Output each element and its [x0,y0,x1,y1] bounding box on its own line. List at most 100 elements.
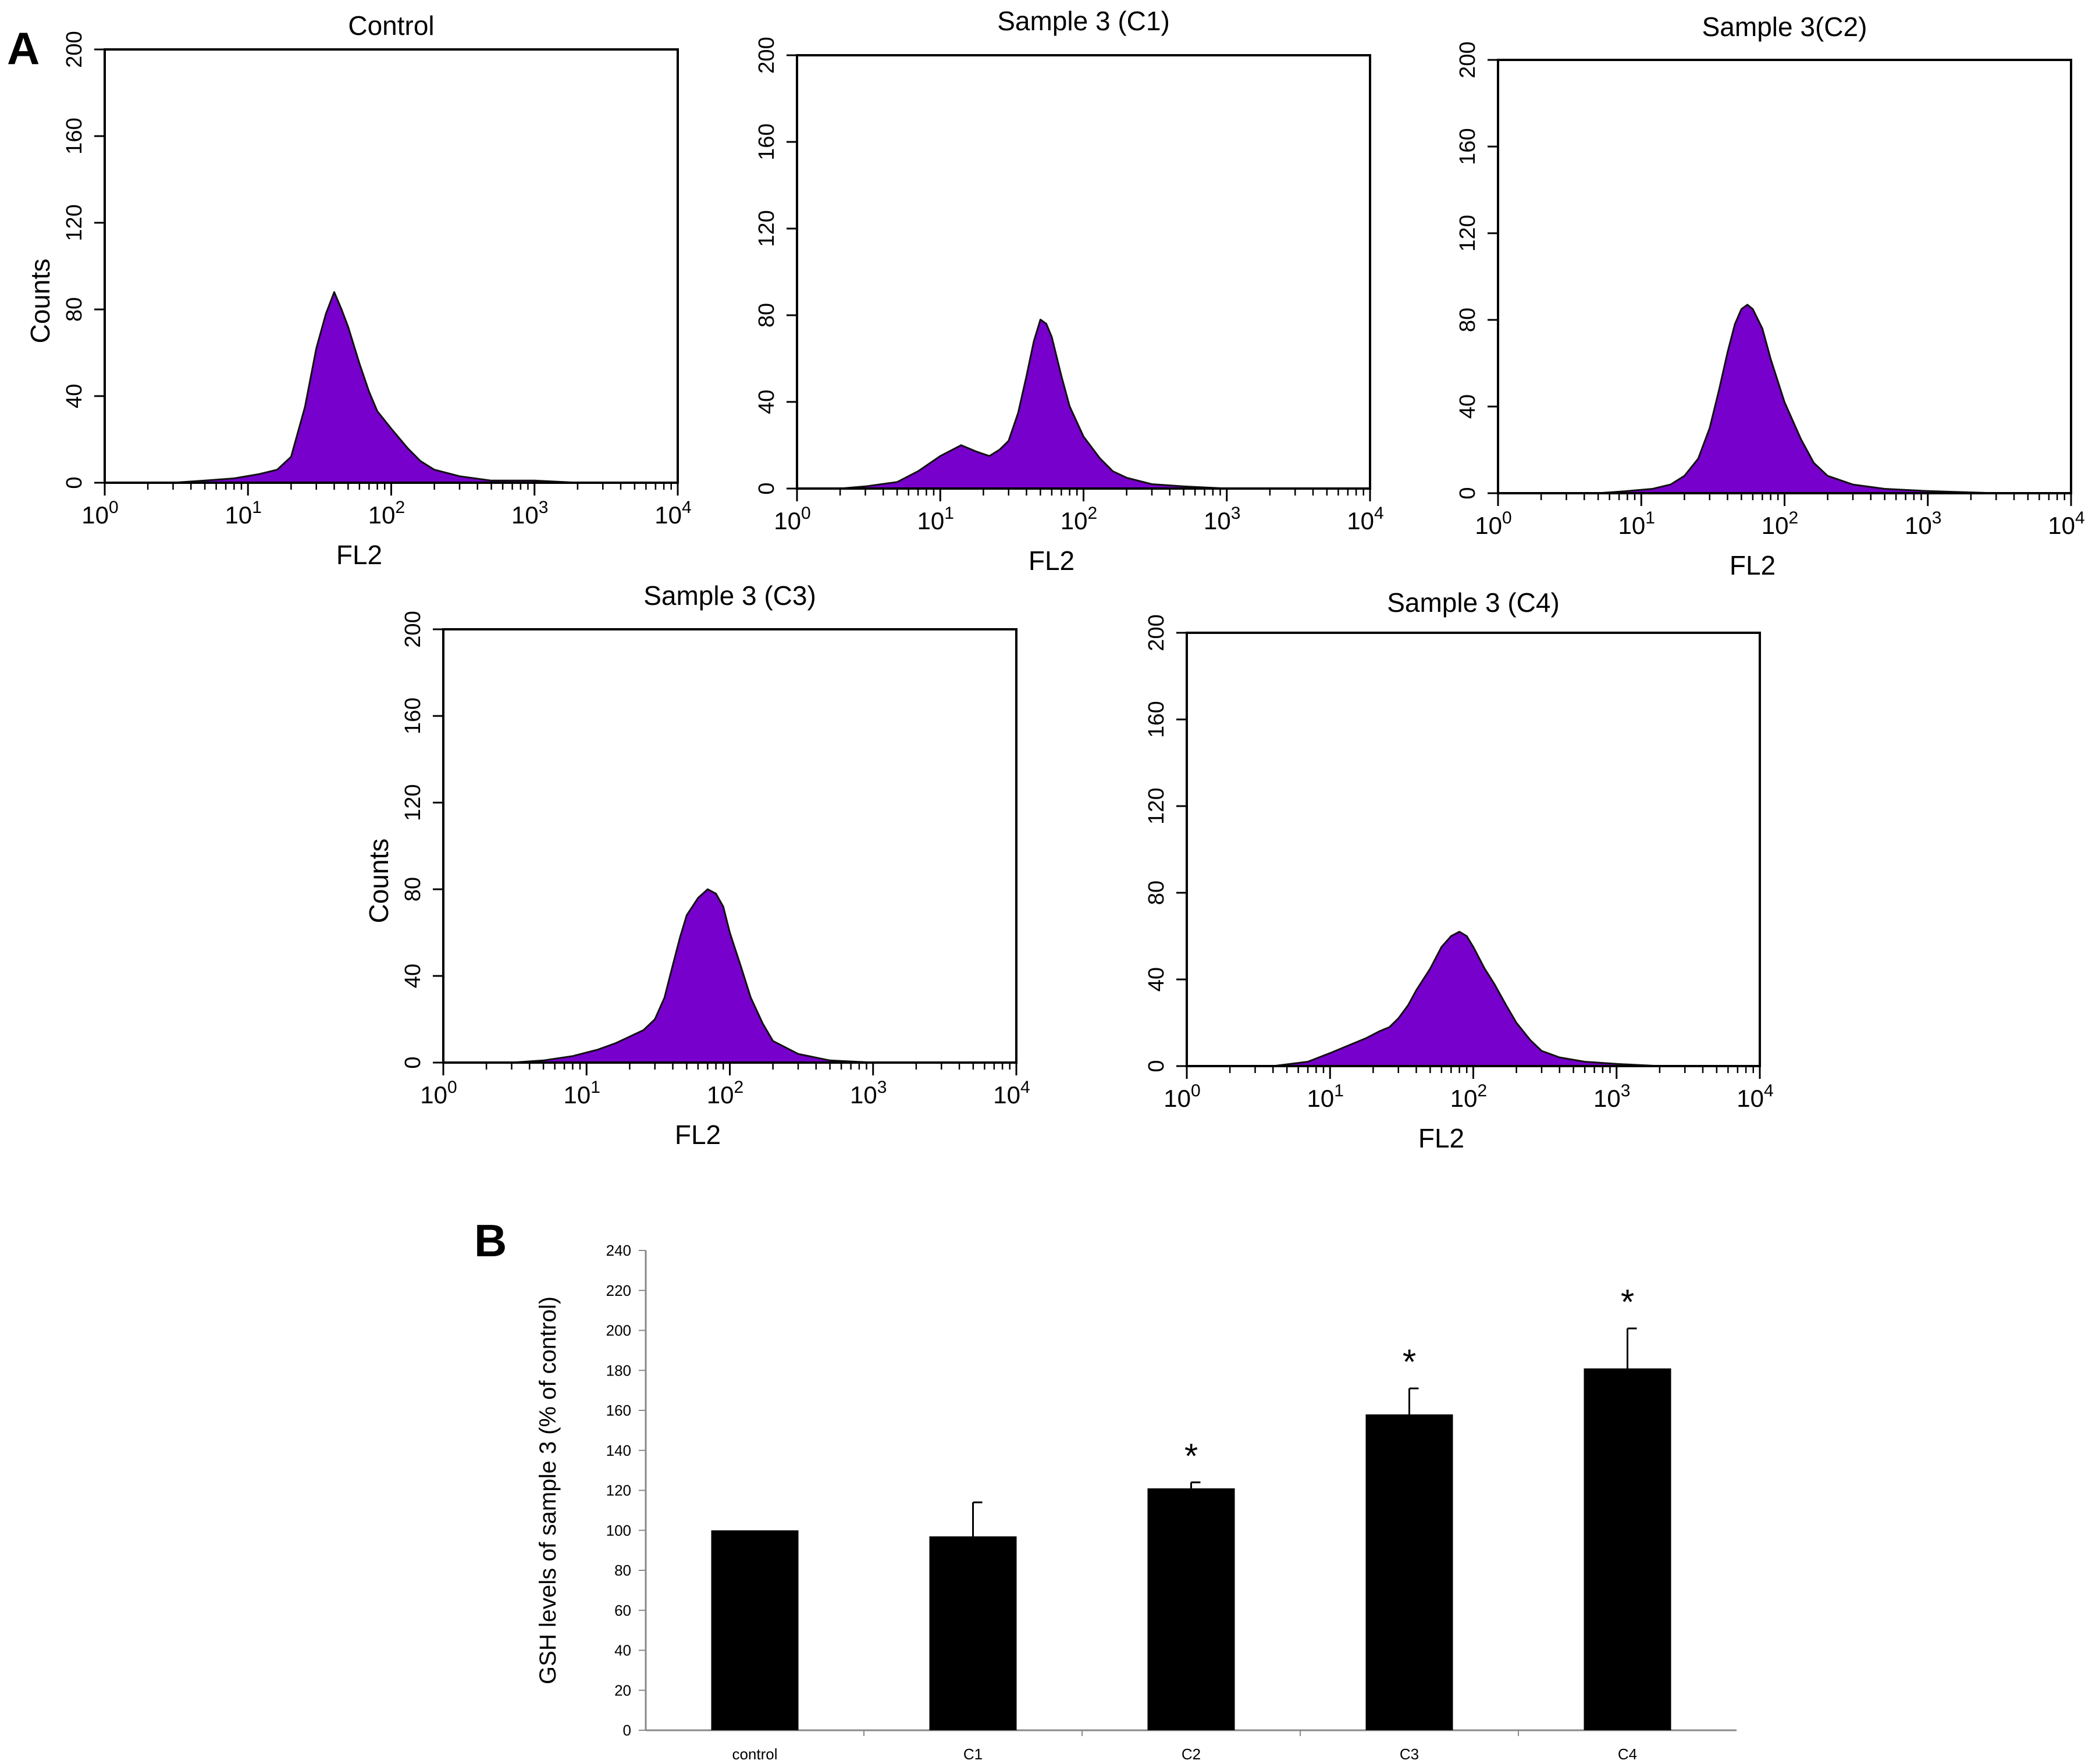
x-tick-label: C2 [1182,1745,1201,1763]
significance-marker: * [1621,1282,1634,1321]
x-tick-label: 100 [1475,508,1511,539]
x-tick-label: 102 [1061,504,1097,534]
y-tick-label: 80 [1456,308,1480,332]
y-tick-label: 40 [614,1642,631,1659]
x-tick-base: 10 [774,507,801,534]
histogram-area [1497,304,2072,494]
x-tick-base: 10 [850,1081,877,1109]
x-tick-exponent: 4 [2075,508,2085,528]
y-tick-label: 220 [606,1282,631,1299]
x-tick-exponent: 2 [734,1078,744,1097]
bar [1365,1414,1453,1730]
y-tick-label: 180 [606,1362,631,1379]
x-tick-exponent: 4 [1374,504,1384,523]
y-tick-label: 20 [614,1681,631,1699]
y-tick-label: 80 [614,1562,631,1579]
y-tick-label: 40 [755,390,779,414]
x-tick-exponent: 2 [1478,1081,1488,1100]
panel-b-label: B [474,1215,507,1266]
x-tick-label: 100 [1164,1081,1200,1112]
x-tick-base: 10 [1307,1085,1335,1112]
y-tick-label: 0 [401,1056,425,1068]
x-tick-base: 10 [1593,1085,1621,1112]
bar [711,1530,799,1730]
histogram-area [442,888,1017,1064]
x-tick-base: 10 [1061,507,1088,534]
x-tick-label: 102 [707,1078,743,1109]
x-tick-base: 10 [1737,1085,1764,1112]
x-axis-label: FL2 [1730,550,1776,580]
x-tick-label: 101 [225,498,262,529]
x-tick-base: 10 [1475,512,1502,539]
x-tick-label: 103 [850,1078,887,1109]
y-tick-label: 80 [755,303,779,327]
x-tick-base: 10 [420,1081,447,1109]
x-tick-exponent: 1 [1334,1081,1344,1100]
y-tick-label: 60 [614,1602,631,1619]
histogram-title: Sample 3 (C3) [643,580,816,611]
histogram-title: Sample 3 (C4) [1387,587,1560,618]
y-tick-label: 120 [401,784,425,821]
y-tick-label: 200 [62,31,87,67]
x-tick-label: 101 [1307,1081,1344,1112]
bar [1584,1368,1671,1730]
y-tick-label: 80 [1144,881,1169,905]
x-tick-exponent: 1 [590,1078,600,1097]
x-tick-base: 10 [1618,512,1646,539]
x-tick-base: 10 [993,1081,1020,1109]
histogram-title: Control [348,10,434,41]
histogram-area [796,319,1371,490]
x-tick-exponent: 0 [447,1078,457,1097]
y-tick-label: 200 [606,1322,631,1339]
x-tick-exponent: 4 [682,498,692,517]
x-tick-base: 10 [511,501,539,529]
x-tick-exponent: 3 [1231,504,1241,523]
histogram-title: Sample 3 (C1) [997,6,1170,36]
histogram-area [1186,931,1761,1067]
x-tick-label: control [732,1745,777,1763]
y-tick-label: 140 [606,1442,631,1459]
x-tick-label: 103 [511,498,548,529]
y-tick-label: 0 [1456,487,1480,499]
x-tick-label: 102 [368,498,405,529]
x-tick-base: 10 [1164,1085,1191,1112]
x-tick-exponent: 2 [396,498,405,517]
x-tick-base: 10 [2048,512,2075,539]
x-tick-exponent: 3 [1932,508,1942,528]
x-tick-exponent: 0 [1502,508,1512,528]
x-axis-label: FL2 [336,540,382,570]
x-tick-exponent: 1 [252,498,262,517]
x-tick-exponent: 4 [1764,1081,1774,1100]
x-axis-label: FL2 [1029,546,1075,576]
y-tick-label: 120 [62,204,87,241]
x-tick-label: 104 [1737,1081,1773,1112]
x-tick-label: 102 [1762,508,1798,539]
x-tick-base: 10 [917,507,945,534]
bar [929,1536,1017,1730]
y-tick-label: 0 [62,476,87,489]
panel-a-label: A [7,23,40,74]
significance-marker: * [1403,1342,1416,1381]
x-tick-base: 10 [1347,507,1374,534]
x-tick-label: 100 [774,504,810,534]
y-axis-label: GSH levels of sample 3 (% of control) [535,1296,561,1684]
x-tick-label: C4 [1618,1745,1637,1763]
y-tick-label: 0 [1144,1060,1169,1072]
y-tick-label: 200 [401,611,425,647]
y-tick-label: 160 [62,117,87,154]
y-tick-label: 40 [401,964,425,988]
y-tick-label: 40 [1144,967,1169,992]
y-tick-label: 40 [62,384,87,408]
y-tick-label: 0 [623,1722,631,1739]
x-tick-exponent: 1 [1645,508,1655,528]
x-tick-exponent: 2 [1789,508,1799,528]
bar [1147,1488,1235,1730]
x-tick-base: 10 [1450,1085,1478,1112]
x-tick-exponent: 1 [944,504,954,523]
x-tick-label: C3 [1400,1745,1419,1763]
